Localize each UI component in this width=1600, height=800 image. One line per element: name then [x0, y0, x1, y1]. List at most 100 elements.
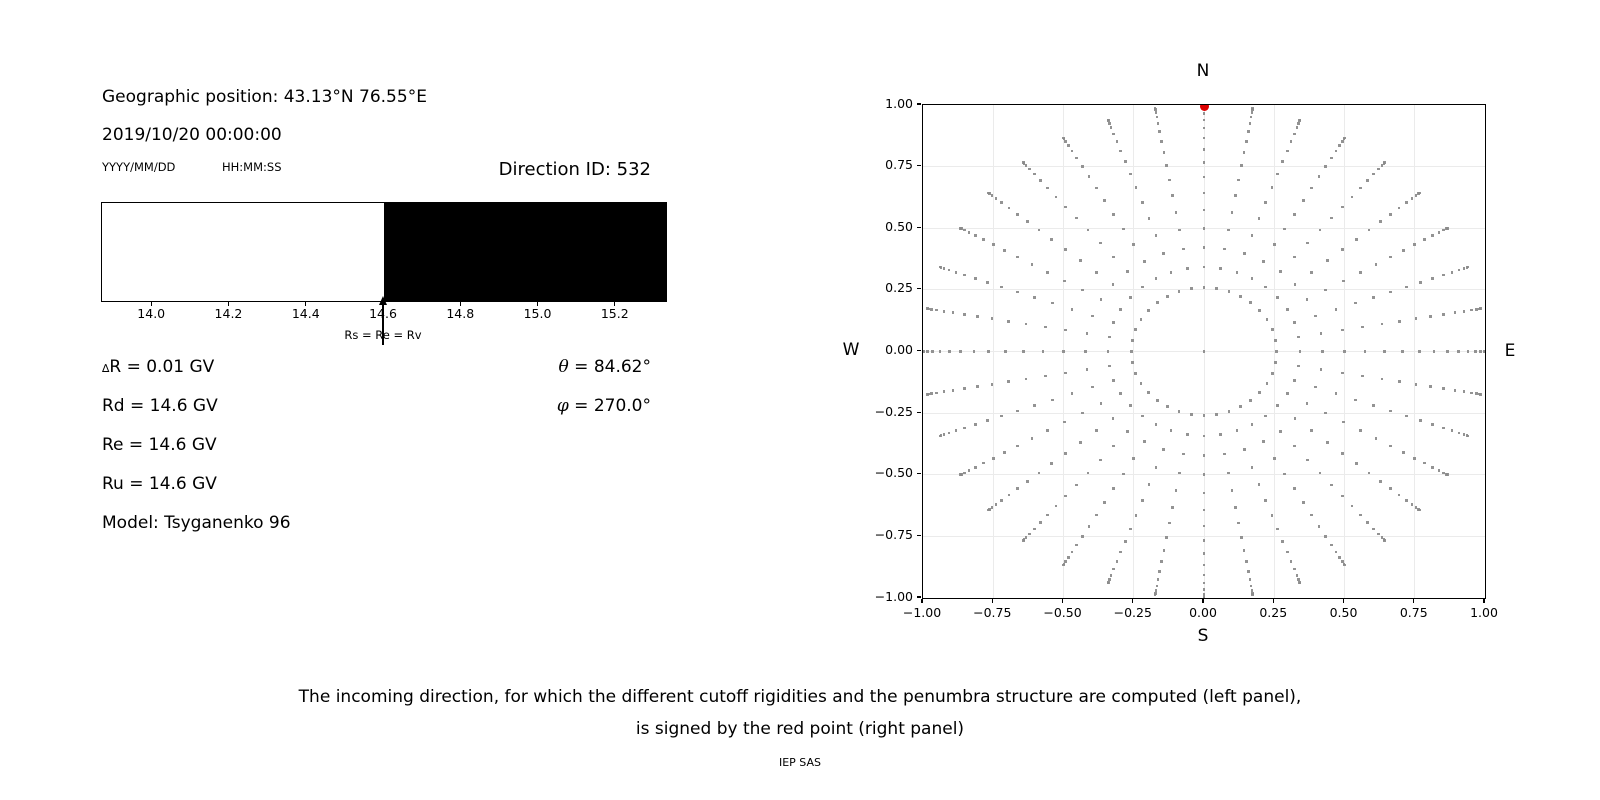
direction-dot — [1160, 139, 1164, 143]
direction-dot — [1389, 487, 1392, 490]
direction-dot — [1028, 532, 1031, 536]
direction-dot — [1131, 339, 1134, 342]
direction-dot — [1402, 249, 1405, 252]
direction-dot — [1054, 504, 1058, 508]
direction-dot — [1285, 550, 1289, 554]
direction-dot — [925, 393, 929, 396]
direction-dot — [1186, 267, 1189, 270]
direction-dot — [1410, 503, 1414, 506]
direction-dot — [1165, 164, 1168, 167]
direction-dot — [1279, 270, 1282, 273]
direction-dot — [935, 391, 938, 395]
direction-dot — [1397, 493, 1401, 497]
penumbra-x-tickmark — [459, 302, 461, 307]
direction-y-tickmark — [916, 596, 921, 598]
direction-dot — [1202, 596, 1206, 598]
direction-dot — [1050, 462, 1054, 465]
direction-dot — [1123, 160, 1127, 164]
direction-dot — [1404, 499, 1408, 502]
direction-dot — [1202, 161, 1206, 164]
direction-dot — [1305, 298, 1309, 301]
direction-dot — [1283, 472, 1286, 476]
direction-dot — [1111, 283, 1115, 286]
direction-dot — [1182, 247, 1185, 251]
direction-dot — [1466, 350, 1470, 353]
direction-dot — [1466, 434, 1470, 438]
delta-symbol: ∆ — [102, 362, 110, 375]
direction-dot — [963, 387, 966, 390]
direction-dot — [1178, 228, 1181, 232]
delta-r-value: ∆R = 0.01 GV — [102, 357, 215, 377]
direction-dot — [1166, 405, 1169, 409]
direction-dot — [1462, 433, 1466, 436]
direction-dot — [1182, 452, 1185, 456]
direction-dot — [1115, 560, 1119, 563]
direction-dot — [1442, 387, 1445, 390]
direction-dot — [1112, 379, 1115, 382]
direction-dot — [1108, 122, 1111, 125]
direction-dot — [1087, 525, 1091, 528]
direction-dot — [1007, 319, 1010, 323]
direction-dot — [1457, 350, 1460, 353]
direction-dot — [1046, 270, 1049, 274]
direction-dot — [1123, 539, 1127, 543]
direction-dot — [1462, 267, 1466, 270]
direction-dot — [1379, 220, 1382, 223]
direction-dot — [1016, 212, 1019, 216]
direction-dot — [1372, 172, 1376, 176]
direction-dot — [1007, 380, 1010, 384]
penumbra-plot — [101, 202, 667, 302]
direction-dot — [1134, 513, 1138, 517]
direction-dot — [931, 350, 934, 353]
direction-dot — [1379, 479, 1382, 483]
direction-dot — [1380, 377, 1384, 381]
direction-dot — [1324, 411, 1327, 415]
direction-dot — [1380, 164, 1384, 167]
direction-dot — [1106, 118, 1110, 122]
direction-dot — [1126, 270, 1129, 273]
direction-dot — [923, 350, 925, 353]
direction-dot — [938, 350, 942, 353]
direction-dot — [1324, 288, 1327, 292]
direction-dot — [1007, 493, 1011, 497]
geo-position-label: Geographic position: 43.13°N 76.55°E — [102, 87, 427, 107]
direction-y-ticklabel: −0.25 — [874, 403, 913, 419]
direction-dot — [1442, 313, 1445, 316]
direction-dot — [1202, 246, 1206, 249]
direction-x-ticklabel: 0.50 — [1329, 605, 1358, 620]
direction-dot — [1298, 581, 1302, 585]
direction-dot — [1139, 318, 1143, 321]
direction-dot — [1414, 194, 1418, 197]
direction-dot — [1475, 308, 1478, 311]
direction-dot — [1079, 259, 1082, 262]
direction-dot — [1062, 350, 1065, 353]
direction-dot — [1262, 259, 1265, 263]
direction-dot — [1372, 404, 1376, 407]
direction-dot — [1129, 527, 1132, 531]
direction-dot — [1030, 437, 1034, 440]
direction-dot — [1156, 122, 1160, 125]
direction-dot — [1134, 328, 1137, 331]
direction-dot — [1202, 413, 1206, 417]
direction-dot — [1239, 294, 1242, 298]
direction-dot — [1343, 136, 1346, 140]
direction-dot — [1202, 473, 1206, 477]
direction-dot — [1293, 132, 1296, 136]
direction-dot — [1178, 471, 1181, 475]
direction-dot — [1153, 592, 1157, 596]
direction-dot — [1190, 287, 1193, 290]
direction-dot — [1257, 483, 1261, 486]
direction-dot — [1243, 252, 1246, 255]
direction-dot — [1000, 285, 1004, 289]
direction-dot — [1016, 255, 1019, 259]
direction-dot — [1401, 350, 1404, 353]
direction-dot — [1177, 410, 1181, 413]
direction-dot — [1003, 249, 1006, 252]
direction-dot — [1270, 513, 1274, 517]
direction-dot — [1186, 433, 1189, 436]
direction-dot — [942, 309, 946, 313]
direction-dot — [1250, 111, 1254, 114]
direction-dot — [1275, 350, 1279, 353]
direction-dot — [1227, 471, 1230, 475]
direction-dot — [1154, 277, 1158, 280]
